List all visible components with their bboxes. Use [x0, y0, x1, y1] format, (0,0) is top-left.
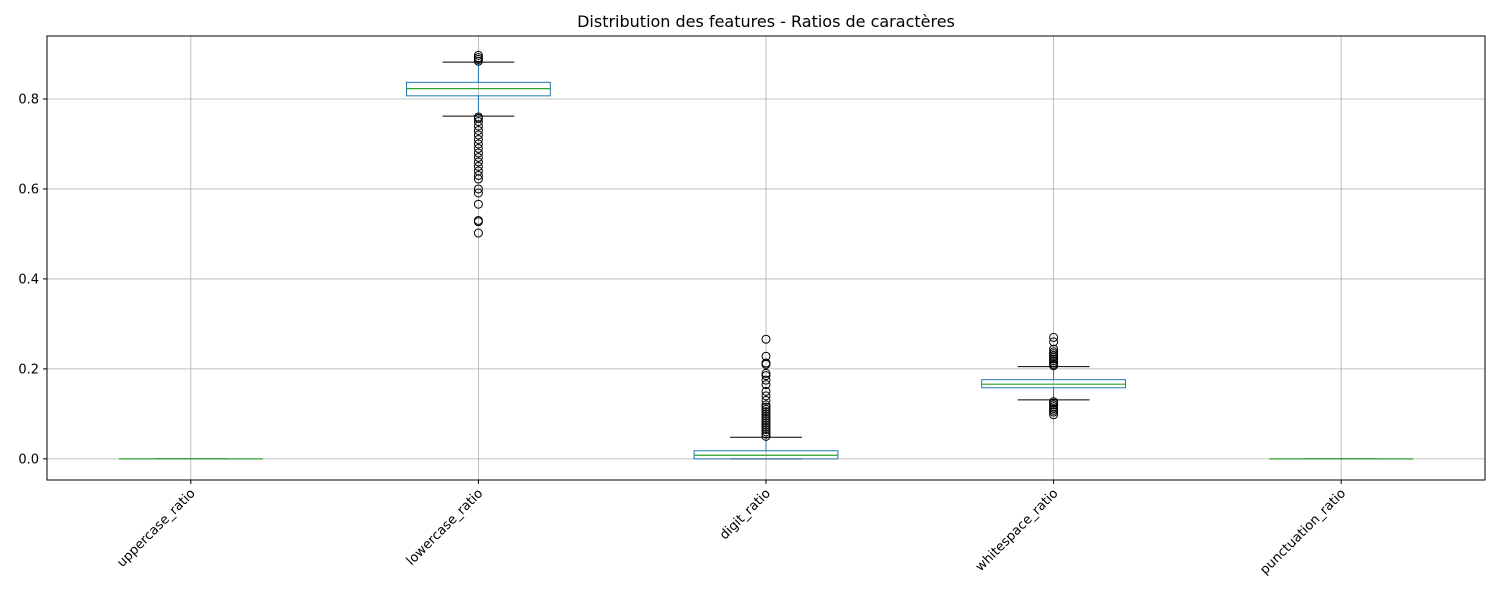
outlier-point	[761, 429, 771, 439]
y-tick-label: 0.6	[18, 182, 39, 197]
box-lowercase_ratio	[406, 50, 551, 238]
x-axis: uppercase_ratio lowercase_ratio digit_rati…	[114, 480, 1349, 578]
outlier-point	[761, 400, 771, 410]
y-tick-label: 0.8	[18, 92, 39, 107]
outlier-point	[473, 199, 483, 209]
outlier-point	[1049, 332, 1059, 342]
box-digit_ratio	[693, 334, 839, 460]
outlier-point	[473, 134, 483, 144]
outlier-point	[761, 422, 771, 432]
outlier-point	[473, 139, 483, 149]
outlier-point	[473, 53, 483, 63]
outlier-point	[473, 228, 483, 238]
outlier-point	[473, 116, 483, 126]
outlier-point	[473, 184, 483, 194]
outlier-point	[761, 402, 771, 412]
outlier-point	[761, 358, 771, 368]
x-category-label: whitespace_ratio	[973, 486, 1062, 575]
grid	[47, 36, 1485, 480]
y-tick-label: 0.0	[18, 452, 39, 467]
box-whitespace_ratio	[981, 332, 1127, 420]
outlier-point	[761, 391, 771, 401]
outlier-point	[473, 215, 483, 225]
boxes	[118, 50, 1414, 460]
x-category-label: lowercase_ratio	[404, 486, 486, 568]
outlier-point	[761, 351, 771, 361]
outlier-point	[473, 152, 483, 162]
x-category-label: punctuation_ratio	[1257, 486, 1349, 578]
outlier-point	[761, 371, 771, 381]
outlier-point	[473, 50, 483, 60]
outlier-point	[761, 420, 771, 430]
outlier-point	[473, 188, 483, 198]
outlier-point	[1049, 337, 1059, 347]
outlier-point	[761, 404, 771, 414]
outlier-point	[473, 130, 483, 140]
outlier-point	[473, 166, 483, 176]
outlier-point	[761, 395, 771, 405]
outlier-point	[473, 143, 483, 153]
outlier-point	[761, 425, 771, 435]
outlier-point	[473, 125, 483, 135]
outlier-point	[1049, 347, 1059, 357]
chart-title: Distribution des features - Ratios de ca…	[577, 12, 955, 31]
outlier-point	[761, 427, 771, 437]
outlier-point	[473, 148, 483, 158]
outlier-point	[761, 380, 771, 390]
outlier-point	[473, 161, 483, 171]
outlier-point	[761, 416, 771, 426]
outlier-point	[1049, 344, 1059, 354]
outlier-point	[761, 334, 771, 344]
outlier-point	[761, 409, 771, 419]
outlier-point	[473, 170, 483, 180]
x-category-label: uppercase_ratio	[114, 486, 198, 570]
y-tick-label: 0.4	[18, 272, 39, 287]
outlier-point	[761, 386, 771, 396]
outlier-point	[1049, 397, 1059, 407]
outlier-point	[761, 413, 771, 423]
outlier-point	[761, 431, 771, 441]
y-tick-label: 0.2	[18, 362, 39, 377]
outlier-point	[761, 411, 771, 421]
outlier-point	[761, 407, 771, 417]
outlier-point	[761, 375, 771, 385]
outlier-point	[473, 112, 483, 122]
x-category-label: digit_ratio	[717, 486, 774, 543]
outlier-point	[761, 368, 771, 378]
outlier-point	[473, 157, 483, 167]
outlier-point	[761, 418, 771, 428]
y-axis: 0.0 0.2 0.4 0.6 0.8	[18, 92, 47, 467]
